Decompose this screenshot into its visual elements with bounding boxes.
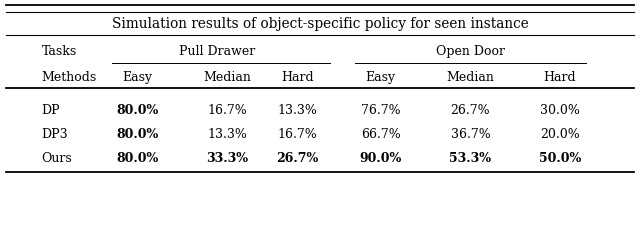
Text: Simulation results of object-specific policy for seen instance: Simulation results of object-specific po… (111, 17, 529, 31)
Text: 16.7%: 16.7% (207, 103, 247, 116)
Text: 26.7%: 26.7% (451, 103, 490, 116)
Text: 20.0%: 20.0% (540, 128, 580, 140)
Text: Median: Median (204, 71, 251, 84)
Text: Tasks: Tasks (42, 44, 77, 57)
Text: Easy: Easy (122, 71, 153, 84)
Text: 13.3%: 13.3% (207, 128, 247, 140)
Text: 50.0%: 50.0% (539, 152, 581, 165)
Text: 80.0%: 80.0% (116, 103, 159, 116)
Text: DP3: DP3 (42, 128, 68, 140)
Text: Pull Drawer: Pull Drawer (179, 44, 256, 57)
Text: 66.7%: 66.7% (361, 128, 401, 140)
Text: Open Door: Open Door (436, 44, 505, 57)
Text: 90.0%: 90.0% (360, 152, 402, 165)
Text: 16.7%: 16.7% (278, 128, 317, 140)
Text: Hard: Hard (544, 71, 576, 84)
Text: DP: DP (42, 103, 60, 116)
Text: 80.0%: 80.0% (116, 152, 159, 165)
Text: 13.3%: 13.3% (278, 103, 317, 116)
Text: 26.7%: 26.7% (276, 152, 319, 165)
Text: 76.7%: 76.7% (361, 103, 401, 116)
Text: Ours: Ours (42, 152, 72, 165)
Text: 80.0%: 80.0% (116, 128, 159, 140)
Text: 36.7%: 36.7% (451, 128, 490, 140)
Text: 30.0%: 30.0% (540, 103, 580, 116)
Text: Methods: Methods (42, 71, 97, 84)
Text: Easy: Easy (365, 71, 396, 84)
Text: 33.3%: 33.3% (206, 152, 248, 165)
Text: 53.3%: 53.3% (449, 152, 492, 165)
Text: Hard: Hard (282, 71, 314, 84)
Text: Median: Median (447, 71, 494, 84)
